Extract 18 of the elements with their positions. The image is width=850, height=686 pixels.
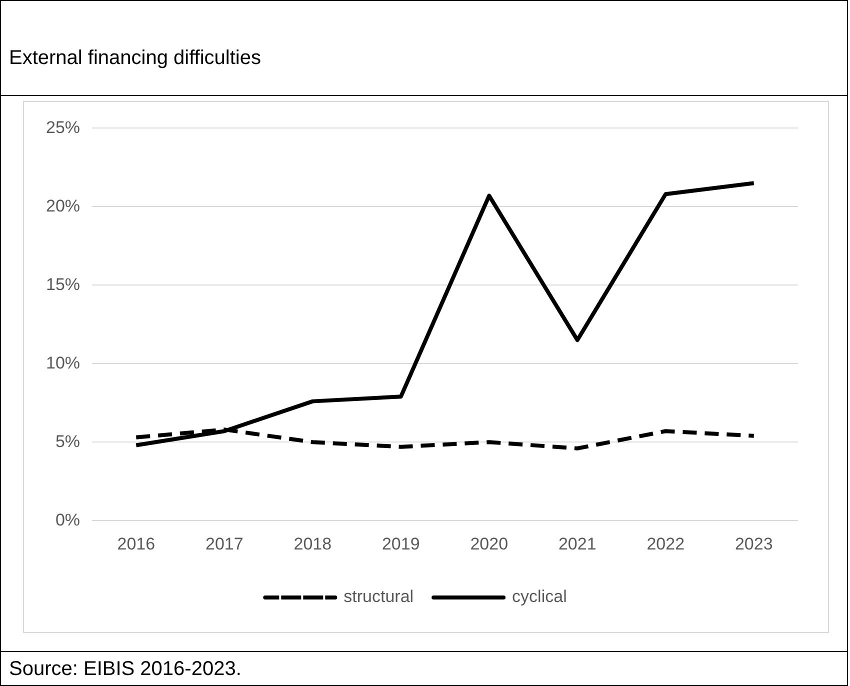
legend-label: structural [344,587,414,606]
y-tick-label: 20% [46,196,80,216]
x-tick-label: 2022 [646,534,685,554]
y-tick-label: 15% [46,274,80,294]
y-tick-label: 0% [55,510,80,530]
y-tick-label: 25% [46,118,80,137]
x-tick-label: 2019 [382,534,420,554]
y-tick-label: 5% [55,432,80,451]
y-tick-label: 10% [46,353,80,372]
x-tick-label: 2023 [734,534,773,554]
x-tick-label: 2018 [294,534,332,554]
x-tick-label: 2017 [205,534,244,554]
chart-title: External financing difficulties [1,1,847,96]
legend-label: cyclical [512,587,567,606]
source-note: Source: EIBIS 2016-2023. [9,658,242,681]
x-tick-label: 2020 [470,534,508,554]
x-tick-label: 2021 [558,534,596,554]
x-tick-label: 2016 [117,534,156,554]
